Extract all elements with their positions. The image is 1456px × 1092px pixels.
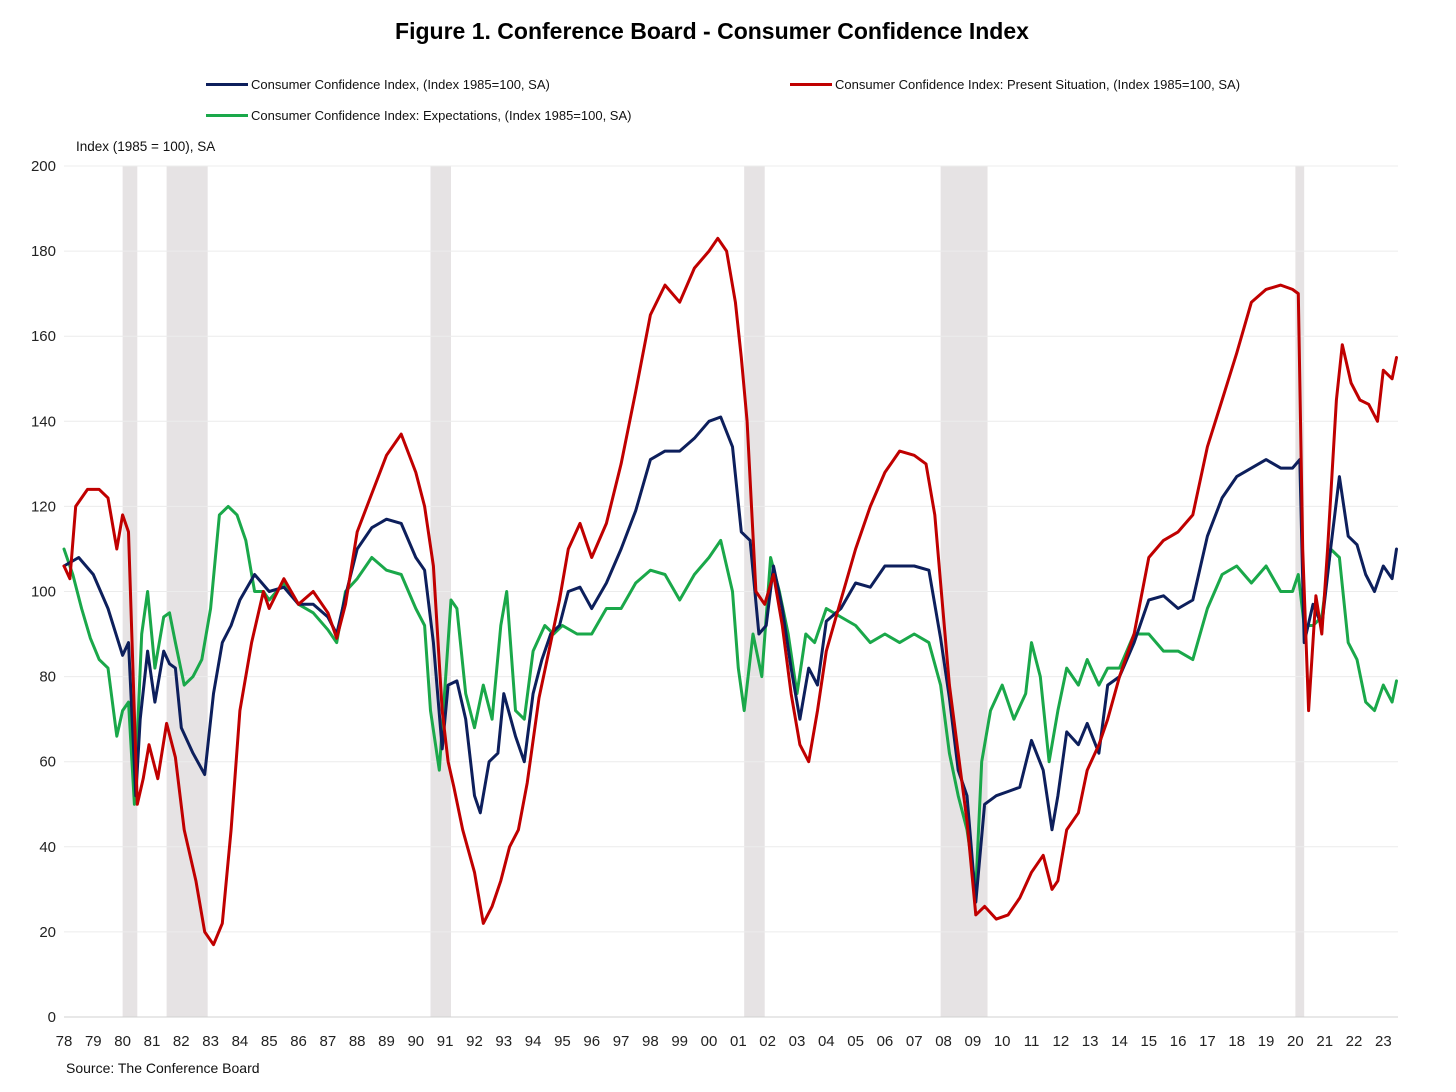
x-tick-label: 97 [613, 1033, 630, 1050]
x-tick-label: 81 [144, 1033, 161, 1050]
x-tick-label: 91 [437, 1033, 454, 1050]
x-tick-label: 00 [701, 1033, 718, 1050]
x-tick-label: 15 [1140, 1033, 1157, 1050]
x-tick-label: 83 [202, 1033, 219, 1050]
gridlines [64, 165, 1398, 1018]
x-tick-label: 03 [789, 1033, 806, 1050]
y-tick-label: 40 [39, 839, 56, 856]
y-tick-label: 200 [31, 158, 56, 175]
x-tick-label: 09 [965, 1033, 982, 1050]
y-tick-label: 0 [48, 1009, 56, 1026]
legend-item-expectations: Consumer Confidence Index: Expectations,… [206, 108, 631, 123]
x-tick-label: 14 [1111, 1033, 1128, 1050]
x-tick-label: 12 [1052, 1033, 1069, 1050]
x-tick-label: 11 [1024, 1033, 1040, 1050]
x-tick-label: 84 [232, 1033, 249, 1050]
x-tick-label: 07 [906, 1033, 923, 1050]
x-tick-labels: 78 79 80 81 82 83 84 85 86 87 88 89 90 91 92 93 94 95 96 97… [56, 1033, 1392, 1050]
x-tick-label: 89 [378, 1033, 395, 1050]
x-tick-label: 82 [173, 1033, 190, 1050]
y-tick-label: 100 [31, 584, 56, 601]
x-tick-label: 98 [642, 1033, 659, 1050]
legend-label: Consumer Confidence Index, (Index 1985=1… [251, 77, 550, 92]
x-tick-label: 23 [1375, 1033, 1392, 1050]
x-tick-label: 22 [1346, 1033, 1363, 1050]
x-tick-label: 80 [114, 1033, 131, 1050]
y-tick-label: 80 [39, 669, 56, 686]
legend-item-present-situation: Consumer Confidence Index: Present Situa… [790, 77, 1240, 92]
series-line-present-situation [62, 236, 1398, 947]
y-tick-label: 180 [31, 243, 56, 260]
x-tick-label: 87 [320, 1033, 337, 1050]
x-tick-label: 95 [554, 1033, 571, 1050]
x-tick-label: 02 [759, 1033, 776, 1050]
x-tick-label: 16 [1170, 1033, 1187, 1050]
x-tick-label: 21 [1316, 1033, 1333, 1050]
x-tick-label: 06 [877, 1033, 894, 1050]
x-tick-label: 94 [525, 1033, 542, 1050]
x-tick-label: 20 [1287, 1033, 1304, 1050]
legend-label: Consumer Confidence Index: Expectations,… [251, 108, 632, 123]
chart-title: Figure 1. Conference Board - Consumer Co… [395, 18, 1029, 44]
source-note: Source: The Conference Board [66, 1060, 260, 1076]
x-tick-label: 92 [466, 1033, 483, 1050]
x-tick-label: 99 [671, 1033, 688, 1050]
x-tick-label: 18 [1228, 1033, 1245, 1050]
x-tick-label: 90 [407, 1033, 424, 1050]
series-line-consumer-confidence-index [62, 415, 1398, 904]
legend-swatch-red [790, 83, 832, 86]
x-tick-label: 13 [1082, 1033, 1099, 1050]
x-tick-label: 86 [290, 1033, 307, 1050]
legend-label: Consumer Confidence Index: Present Situa… [835, 77, 1241, 92]
y-tick-label: 140 [31, 413, 56, 430]
y-tick-label: 60 [39, 754, 56, 771]
y-tick-labels: 0 20 40 60 80 100 120 140 160 180 200 [31, 158, 56, 1026]
x-tick-label: 79 [85, 1033, 102, 1050]
x-tick-label: 85 [261, 1033, 278, 1050]
legend-swatch-navy [206, 83, 248, 86]
x-tick-label: 96 [583, 1033, 600, 1050]
y-tick-label: 160 [31, 328, 56, 345]
y-tick-label: 120 [31, 498, 56, 515]
legend-swatch-green [206, 114, 248, 117]
series-line-expectations [62, 504, 1398, 891]
x-tick-label: 88 [349, 1033, 366, 1050]
x-tick-label: 93 [495, 1033, 512, 1050]
x-tick-label: 08 [935, 1033, 952, 1050]
x-tick-label: 78 [56, 1033, 73, 1050]
x-tick-label: 01 [730, 1033, 747, 1050]
x-tick-label: 05 [847, 1033, 864, 1050]
x-tick-label: 04 [818, 1033, 835, 1050]
y-axis-label: Index (1985 = 100), SA [76, 139, 216, 154]
x-tick-label: 17 [1199, 1033, 1216, 1050]
x-tick-label: 10 [994, 1033, 1011, 1050]
y-tick-label: 20 [39, 924, 56, 941]
legend-item-consumer-confidence-index: Consumer Confidence Index, (Index 1985=1… [206, 77, 550, 92]
series-lines [62, 236, 1398, 947]
x-tick-label: 19 [1258, 1033, 1275, 1050]
